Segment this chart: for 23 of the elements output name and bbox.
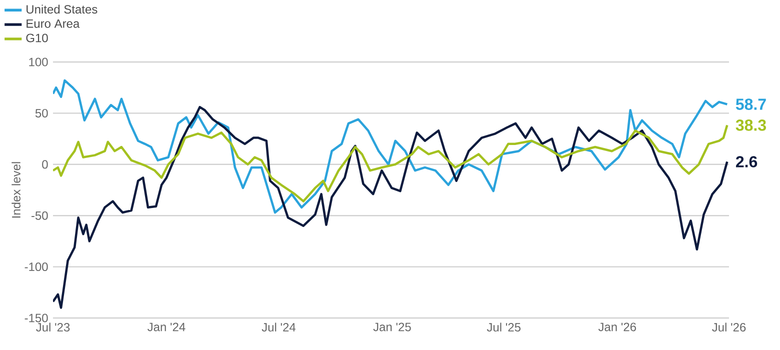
y-tick-label: -100	[24, 262, 48, 272]
legend-label: G10	[26, 34, 48, 42]
y-tick-label: 50	[35, 108, 48, 118]
line-series	[53, 106, 728, 309]
legend-label: United States	[26, 4, 98, 14]
y-tick-label: -50	[31, 211, 48, 220]
data-label: 38.3	[736, 120, 766, 131]
legend-label: Euro Area	[26, 19, 80, 28]
x-tick-label: Jul '26	[712, 322, 746, 332]
x-tick-label: Jul '23	[36, 322, 70, 332]
y-tick-label: 0	[42, 160, 48, 169]
x-tick-label: Jul '24	[262, 322, 296, 332]
y-axis-title: Index level	[12, 162, 20, 218]
line-series	[53, 79, 728, 214]
x-tick-label: Jul '25	[486, 322, 521, 332]
x-tick-label: Jan '25	[373, 322, 411, 332]
data-label: 2.6	[736, 156, 758, 168]
y-tick-label: 100	[29, 58, 48, 66]
y-tick-label: -150	[24, 314, 48, 322]
line-series	[53, 124, 728, 202]
x-tick-label: Jan '24	[148, 322, 186, 332]
x-tick-label: Jan '26	[598, 322, 636, 332]
data-label: 58.7	[736, 98, 766, 110]
